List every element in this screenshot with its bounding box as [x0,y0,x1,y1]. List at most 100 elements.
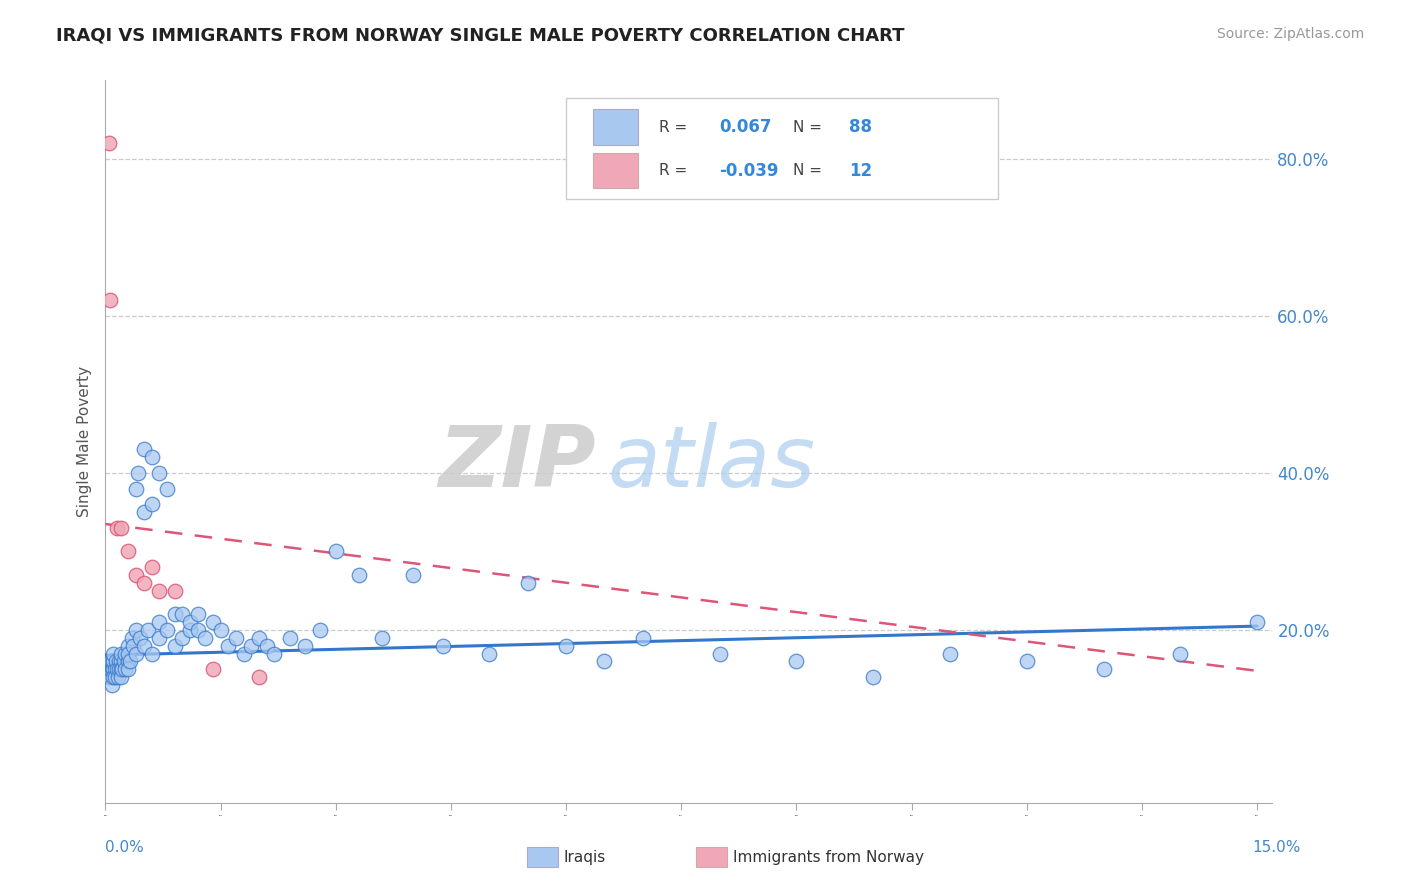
Point [122,639,145,653]
Point [110,647,132,661]
Bar [593,110,637,145]
Point [125,647,148,661]
Point [121,631,143,645]
Point [129,631,152,645]
Point [104,670,127,684]
Point [187,623,209,637]
Point [125,568,148,582]
Point [110,521,132,535]
Point [1246,615,1268,630]
Point [107,655,129,669]
Point [862,670,884,684]
Point [555,639,578,653]
Point [148,466,170,480]
Point [631,631,654,645]
Point [163,607,186,622]
Text: 15.0%: 15.0% [1253,840,1301,855]
Point [371,631,394,645]
Point [201,615,224,630]
Point [97,136,120,150]
Point [201,662,224,676]
Text: Source: ZipAtlas.com: Source: ZipAtlas.com [1216,27,1364,41]
Text: Iraqis: Iraqis [564,850,606,864]
Point [125,482,148,496]
Point [101,655,124,669]
FancyBboxPatch shape [567,98,998,200]
Point [209,623,232,637]
Point [107,670,129,684]
Point [125,623,148,637]
Point [172,607,194,622]
Point [105,521,128,535]
Point [179,623,201,637]
Text: Immigrants from Norway: Immigrants from Norway [733,850,924,864]
Point [278,631,301,645]
Point [110,655,132,669]
Point [163,583,186,598]
Point [141,497,163,511]
Text: R =: R = [658,163,692,178]
Point [100,678,122,692]
Text: 0.067: 0.067 [720,119,772,136]
Point [148,583,170,598]
Point [247,631,270,645]
Point [108,662,131,676]
Text: atlas: atlas [607,422,815,505]
Point [110,662,132,676]
Point [478,647,501,661]
Point [132,639,155,653]
Point [347,568,370,582]
Point [232,647,254,661]
Point [114,647,136,661]
Point [401,568,423,582]
Point [156,623,179,637]
Point [156,482,179,496]
Point [247,670,270,684]
Point [225,631,247,645]
Point [785,655,807,669]
Point [101,647,124,661]
Point [217,639,239,653]
Point [141,560,163,574]
Point [194,631,217,645]
Point [101,655,124,669]
Point [1092,662,1115,676]
Point [132,575,155,590]
Point [98,293,121,308]
Point [105,662,128,676]
Point [709,647,731,661]
Text: 12: 12 [849,161,872,179]
Point [104,662,127,676]
Point [98,662,121,676]
Point [101,662,124,676]
Text: R =: R = [658,120,692,135]
Point [98,670,121,684]
Point [114,662,136,676]
Point [132,505,155,519]
Point [110,670,132,684]
Bar [593,153,637,188]
Point [325,544,347,558]
Point [148,615,170,630]
Point [187,607,209,622]
Point [179,615,201,630]
Text: -0.039: -0.039 [720,161,779,179]
Point [141,450,163,465]
Text: N =: N = [793,163,827,178]
Point [309,623,332,637]
Point [117,655,139,669]
Point [101,670,124,684]
Point [1168,647,1191,661]
Point [132,442,155,457]
Text: IRAQI VS IMMIGRANTS FROM NORWAY SINGLE MALE POVERTY CORRELATION CHART: IRAQI VS IMMIGRANTS FROM NORWAY SINGLE M… [56,27,904,45]
Y-axis label: Single Male Poverty: Single Male Poverty [77,366,93,517]
Point [163,639,186,653]
Point [256,639,278,653]
Point [101,662,124,676]
Point [117,647,139,661]
Point [118,655,141,669]
Point [117,544,139,558]
Point [117,662,139,676]
Point [294,639,316,653]
Text: 0.0%: 0.0% [105,840,145,855]
